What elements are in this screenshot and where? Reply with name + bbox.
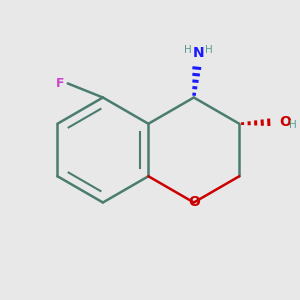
Text: H: H (184, 45, 192, 55)
Text: O: O (188, 196, 200, 209)
Text: N: N (192, 46, 204, 60)
Text: O: O (279, 115, 291, 129)
Text: H: H (289, 120, 297, 130)
Text: H: H (205, 45, 212, 55)
Text: F: F (56, 77, 65, 90)
